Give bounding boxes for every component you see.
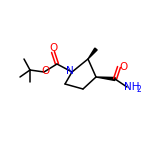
Text: N: N	[66, 66, 74, 76]
Polygon shape	[96, 77, 115, 81]
Polygon shape	[88, 48, 97, 59]
Text: NH: NH	[124, 82, 140, 92]
Text: O: O	[41, 66, 49, 76]
Text: 2: 2	[137, 85, 141, 93]
Text: O: O	[119, 62, 127, 72]
Text: O: O	[49, 43, 57, 53]
